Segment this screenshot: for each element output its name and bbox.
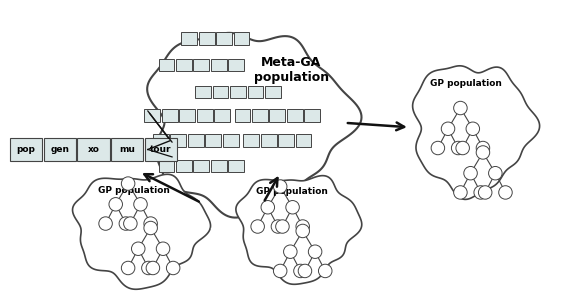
Ellipse shape xyxy=(464,167,477,180)
Bar xyxy=(194,59,209,71)
Ellipse shape xyxy=(273,180,287,193)
Ellipse shape xyxy=(131,242,145,255)
Bar xyxy=(181,32,197,45)
Bar xyxy=(153,134,169,147)
Bar xyxy=(145,138,177,161)
Polygon shape xyxy=(413,66,539,199)
Bar xyxy=(247,86,263,98)
Bar xyxy=(158,59,174,71)
Ellipse shape xyxy=(271,220,285,233)
Ellipse shape xyxy=(452,141,465,155)
Ellipse shape xyxy=(454,101,467,115)
Text: Meta-GA
population: Meta-GA population xyxy=(254,56,329,83)
Ellipse shape xyxy=(121,177,135,190)
Bar xyxy=(10,138,42,161)
Ellipse shape xyxy=(308,245,322,258)
Bar xyxy=(243,134,259,147)
Bar xyxy=(305,109,320,122)
Bar xyxy=(295,134,311,147)
Ellipse shape xyxy=(119,217,132,230)
Ellipse shape xyxy=(456,141,469,155)
Ellipse shape xyxy=(144,221,157,235)
Ellipse shape xyxy=(109,198,122,211)
Bar xyxy=(228,59,244,71)
Ellipse shape xyxy=(296,224,310,238)
Text: GP population: GP population xyxy=(430,80,502,89)
Ellipse shape xyxy=(134,198,147,211)
Ellipse shape xyxy=(474,186,487,199)
Bar xyxy=(78,138,110,161)
Ellipse shape xyxy=(156,242,170,255)
Bar xyxy=(199,32,215,45)
Bar xyxy=(111,138,143,161)
Text: pop: pop xyxy=(16,145,35,154)
Bar xyxy=(216,32,232,45)
Bar xyxy=(197,109,213,122)
Bar xyxy=(223,134,238,147)
Bar xyxy=(230,86,246,98)
Bar xyxy=(44,138,76,161)
Bar xyxy=(188,134,204,147)
Ellipse shape xyxy=(276,220,289,233)
Polygon shape xyxy=(236,176,362,284)
Ellipse shape xyxy=(123,217,137,230)
Bar xyxy=(269,109,285,122)
Text: tour: tour xyxy=(151,145,172,154)
Ellipse shape xyxy=(251,220,264,233)
Ellipse shape xyxy=(441,122,455,135)
Polygon shape xyxy=(72,174,211,289)
Ellipse shape xyxy=(142,261,155,275)
Bar xyxy=(278,134,294,147)
Ellipse shape xyxy=(319,264,332,278)
Bar xyxy=(261,134,277,147)
Text: GP population: GP population xyxy=(98,186,170,195)
Ellipse shape xyxy=(431,141,445,155)
Ellipse shape xyxy=(499,186,512,199)
Bar xyxy=(176,160,192,172)
Ellipse shape xyxy=(466,122,479,135)
Bar xyxy=(252,109,268,122)
Text: GP population: GP population xyxy=(255,187,327,196)
Bar xyxy=(158,160,174,172)
Ellipse shape xyxy=(454,186,467,199)
Ellipse shape xyxy=(146,261,160,275)
Polygon shape xyxy=(147,33,362,218)
Ellipse shape xyxy=(476,141,490,155)
Bar xyxy=(179,109,195,122)
Ellipse shape xyxy=(284,245,297,258)
Ellipse shape xyxy=(296,220,310,233)
Bar xyxy=(194,160,209,172)
Ellipse shape xyxy=(261,201,275,214)
Bar xyxy=(265,86,281,98)
Bar xyxy=(205,134,221,147)
Ellipse shape xyxy=(298,264,312,278)
Ellipse shape xyxy=(488,167,502,180)
Ellipse shape xyxy=(478,186,492,199)
Bar xyxy=(234,32,250,45)
Text: mu: mu xyxy=(119,145,135,154)
Ellipse shape xyxy=(121,261,135,275)
Ellipse shape xyxy=(166,261,180,275)
Bar xyxy=(211,160,226,172)
Bar xyxy=(228,160,244,172)
Text: gen: gen xyxy=(50,145,69,154)
Bar xyxy=(162,109,178,122)
Bar xyxy=(176,59,192,71)
Ellipse shape xyxy=(286,201,299,214)
Ellipse shape xyxy=(294,264,307,278)
Ellipse shape xyxy=(476,146,490,159)
Ellipse shape xyxy=(99,217,112,230)
Bar xyxy=(211,59,226,71)
Bar xyxy=(215,109,230,122)
Bar xyxy=(234,109,250,122)
Ellipse shape xyxy=(273,264,287,278)
Bar xyxy=(195,86,211,98)
Bar xyxy=(170,134,186,147)
Ellipse shape xyxy=(144,217,157,230)
Bar xyxy=(144,109,160,122)
Text: xo: xo xyxy=(88,145,100,154)
Bar xyxy=(213,86,228,98)
Bar xyxy=(287,109,303,122)
